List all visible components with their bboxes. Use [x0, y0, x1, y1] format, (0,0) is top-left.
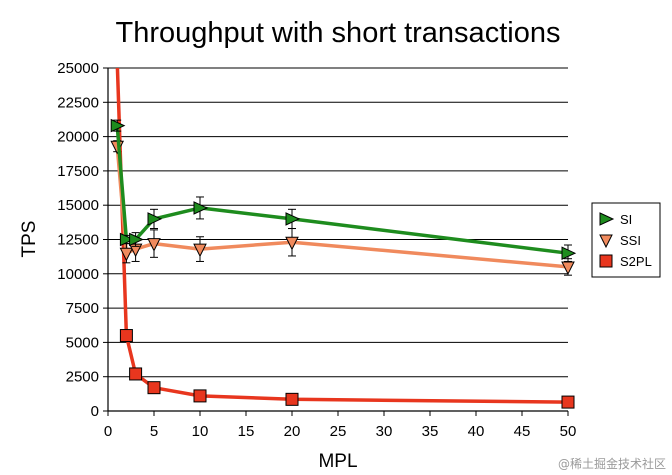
legend-item-si: SI	[599, 212, 632, 227]
data-point	[285, 212, 301, 226]
data-point	[285, 392, 299, 406]
data-point	[193, 389, 207, 403]
y-tick-label: 10000	[57, 266, 99, 283]
data-point	[147, 381, 161, 395]
legend: SI SSI S2PL	[591, 202, 661, 278]
watermark: @稀土掘金技术社区	[558, 456, 666, 471]
x-tick-label: 50	[560, 423, 577, 440]
y-tick-label: 25000	[57, 60, 99, 77]
data-point	[193, 243, 207, 258]
data-point	[285, 236, 299, 251]
y-tick-label: 2500	[66, 369, 99, 386]
legend-label: S2PL	[620, 254, 652, 269]
series-line	[115, 125, 569, 255]
y-ticks: 0 2500 5000 7500 10000 12500 15000 17500 20000 22…	[57, 60, 108, 420]
y-tick-label: 0	[91, 403, 99, 420]
y-tick-label: 12500	[57, 232, 99, 249]
data-point	[119, 232, 135, 247]
legend-label: SSI	[620, 233, 641, 248]
grid-lines	[108, 67, 568, 378]
data-point	[119, 247, 134, 262]
data-point	[119, 329, 133, 343]
y-tick-label: 22500	[57, 94, 99, 111]
series-line	[115, 146, 569, 269]
plot-area	[110, 68, 577, 409]
x-ticks: 0 5 10 15 20 25 30 35 40 45 50	[104, 411, 577, 440]
legend-item-s2pl: S2PL	[599, 254, 652, 269]
x-tick-label: 10	[192, 423, 209, 440]
y-axis-label: TPS	[19, 221, 40, 258]
data-point	[599, 254, 613, 268]
x-tick-label: 35	[422, 423, 439, 440]
data-point	[129, 232, 144, 247]
x-tick-label: 45	[514, 423, 531, 440]
data-point	[561, 246, 577, 261]
y-tick-label: 5000	[66, 334, 99, 351]
data-point	[129, 367, 143, 381]
data-point	[193, 201, 209, 215]
y-tick-label: 15000	[57, 197, 99, 214]
y-tick-label: 17500	[57, 163, 99, 180]
x-tick-label: 30	[376, 423, 393, 440]
x-tick-label: 25	[330, 423, 347, 440]
data-point	[561, 395, 575, 409]
x-axis-label: MPL	[318, 451, 357, 472]
data-point	[110, 118, 126, 133]
x-tick-label: 5	[150, 423, 158, 440]
legend-label: SI	[620, 212, 632, 227]
x-tick-label: 20	[284, 423, 301, 440]
x-tick-label: 15	[238, 423, 255, 440]
data-point	[147, 212, 163, 226]
y-tick-label: 7500	[66, 300, 99, 317]
x-tick-label: 40	[468, 423, 485, 440]
series-ssi	[110, 140, 575, 276]
data-point	[599, 212, 615, 226]
y-tick-label: 20000	[57, 129, 99, 146]
series-s2pl	[115, 68, 575, 409]
x-tick-label: 0	[104, 423, 112, 440]
data-point	[599, 234, 613, 249]
series-line	[115, 68, 569, 404]
legend-item-ssi: SSI	[599, 233, 641, 249]
data-point	[147, 238, 161, 252]
series-si	[110, 118, 577, 262]
chart-title: Throughput with short transactions	[116, 17, 561, 49]
